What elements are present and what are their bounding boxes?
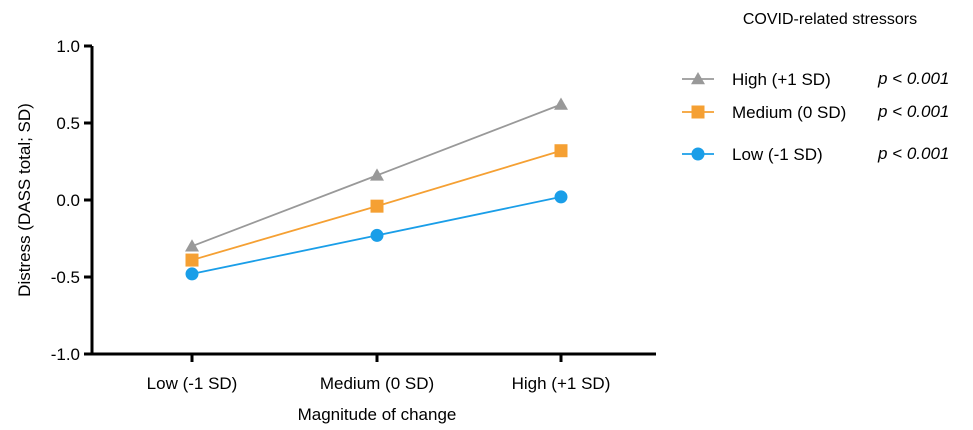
x-tick-label: Low (-1 SD): [147, 374, 238, 393]
y-tick-label: -1.0: [51, 345, 80, 364]
y-tick-label: 0.0: [56, 191, 80, 210]
legend-label: High (+1 SD): [732, 70, 831, 89]
legend: COVID-related stressors High (+1 SD) p < …: [682, 11, 949, 164]
data-point-circle: [554, 190, 568, 204]
data-point-circle: [185, 267, 199, 281]
data-point-circle: [370, 228, 384, 242]
legend-marker-circle: [691, 147, 705, 161]
axes: -1.0 -0.5 0.0 0.5 1.0 Low (-1 SD) Medium (0 SD…: [51, 37, 656, 393]
legend-label: Low (-1 SD): [732, 145, 823, 164]
legend-pvalue: p < 0.001: [877, 102, 949, 121]
y-tick-label: 0.5: [56, 114, 80, 133]
data-point-square: [370, 199, 384, 213]
data-point-triangle: [554, 97, 568, 110]
legend-marker-square: [691, 105, 705, 119]
y-tick-label: 1.0: [56, 37, 80, 56]
y-tick-label: -0.5: [51, 268, 80, 287]
legend-title: COVID-related stressors: [743, 11, 917, 28]
x-axis-title: Magnitude of change: [298, 405, 457, 424]
legend-pvalue: p < 0.001: [877, 69, 949, 88]
data-point-triangle: [185, 239, 199, 252]
series-layer: [185, 97, 568, 281]
x-tick-label: High (+1 SD): [512, 374, 611, 393]
data-point-triangle: [370, 168, 384, 181]
legend-pvalue: p < 0.001: [877, 144, 949, 163]
legend-marker-triangle: [691, 72, 705, 85]
legend-label: Medium (0 SD): [732, 103, 846, 122]
x-tick-label: Medium (0 SD): [320, 374, 434, 393]
y-axis-title: Distress (DASS total; SD): [15, 103, 34, 297]
data-point-square: [185, 253, 199, 267]
data-point-square: [554, 144, 568, 158]
